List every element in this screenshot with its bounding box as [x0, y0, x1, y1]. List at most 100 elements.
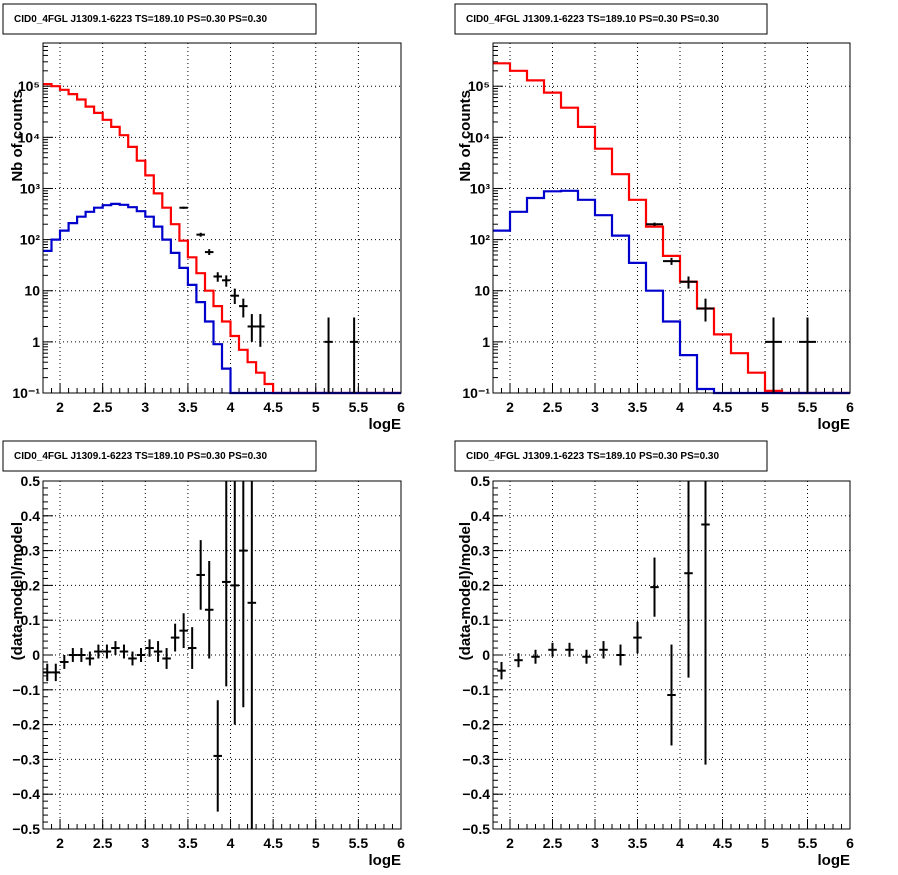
title-box	[454, 440, 768, 472]
data-point	[799, 317, 816, 393]
x-tick-label: 3.5	[628, 835, 648, 851]
data-point	[514, 653, 523, 668]
x-tick-label: 6	[397, 399, 405, 415]
data-point	[196, 232, 205, 237]
data-point	[145, 639, 154, 657]
data-point	[213, 272, 222, 282]
x-tick-label: 2	[506, 399, 514, 415]
source-model-histogram	[493, 189, 850, 395]
data-point	[324, 317, 333, 393]
data-point	[162, 648, 171, 669]
y-axis-label: Nb of counts	[457, 90, 474, 182]
data-point	[179, 613, 188, 649]
y-tick-label: 10³	[20, 180, 41, 196]
data-point	[51, 663, 61, 682]
y-tick-label: 10⁻¹	[462, 385, 490, 401]
total-model-histogram	[493, 62, 850, 395]
x-tick-label: 3.5	[178, 835, 198, 851]
data-point	[213, 700, 222, 812]
y-tick-label: 0.3	[471, 543, 491, 559]
tick-labels: 2 2.5 3 3.5 4 4.5 5 5.5 6 −0.5 −0.4 −0.3 −0.2 −0.1 0 0.…	[462, 473, 854, 851]
plot-frame	[492, 480, 851, 830]
y-tick-label: 0	[32, 647, 40, 663]
y-tick-label: −0.2	[12, 717, 40, 733]
data-point	[256, 314, 265, 347]
x-tick-label: 5.5	[349, 399, 369, 415]
data-point	[701, 481, 710, 765]
x-axis-label: logE	[818, 416, 851, 433]
data-point	[60, 655, 69, 669]
data-point	[128, 651, 137, 666]
data-point	[616, 644, 625, 666]
data-point	[247, 481, 257, 829]
data-point	[565, 642, 574, 657]
data-point	[247, 314, 257, 342]
grid-lines	[43, 43, 401, 393]
x-axis-label: logE	[818, 852, 851, 869]
data-point	[650, 557, 659, 617]
y-tick-label: 0.1	[471, 612, 491, 628]
y-tick-label: 0.4	[21, 508, 41, 524]
x-tick-label: 6	[846, 835, 854, 851]
data-point	[43, 663, 52, 682]
data-point	[77, 648, 86, 662]
y-tick-label: 10	[24, 283, 40, 299]
data-point	[153, 641, 163, 662]
y-tick-label: 0.1	[21, 612, 41, 628]
y-tick-label: −0.1	[462, 682, 490, 698]
x-tick-label: 4	[227, 835, 235, 851]
x-tick-label: 2.5	[93, 399, 113, 415]
data-point	[136, 648, 146, 662]
x-tick-label: 6	[846, 399, 854, 415]
data-point	[663, 257, 680, 265]
y-tick-label: −0.5	[462, 821, 490, 837]
tick-labels: 2 2.5 3 3.5 4 4.5 5 5.5 6 10⁻¹ 1 10 10² 10³ 10⁴ 10⁵	[462, 78, 854, 415]
residual-panel-bottom-left: CID0_4FGL J1309.1-6223 TS=189.10 PS=0.30…	[2, 440, 405, 869]
data-point	[222, 275, 231, 287]
y-tick-label: 0.5	[471, 473, 491, 489]
title-box	[2, 440, 317, 472]
data-point	[548, 642, 557, 657]
y-tick-label: −0.2	[462, 717, 490, 733]
y-tick-label: 10²	[470, 232, 491, 248]
y-tick-label: 10	[474, 283, 490, 299]
y-tick-label: 0	[482, 647, 490, 663]
data-point	[646, 222, 663, 226]
data-point	[204, 249, 214, 255]
x-tick-label: 5.5	[798, 399, 818, 415]
y-tick-label: 0.2	[21, 577, 41, 593]
grid-lines	[43, 481, 401, 829]
x-tick-label: 2.5	[543, 399, 563, 415]
y-tick-label: −0.4	[462, 786, 490, 802]
panel-title: CID0_4FGL J1309.1-6223 TS=189.10 PS=0.30…	[14, 14, 267, 25]
x-tick-label: 2.5	[543, 835, 563, 851]
x-tick-label: 4.5	[263, 399, 283, 415]
data-point	[667, 644, 676, 746]
panel-title: CID0_4FGL J1309.1-6223 TS=189.10 PS=0.30…	[466, 451, 719, 462]
y-tick-label: 0.3	[21, 543, 41, 559]
title-box	[2, 3, 317, 35]
y-tick-label: 10⁵	[18, 78, 40, 94]
data-point	[68, 648, 78, 662]
x-tick-label: 5	[761, 835, 769, 851]
data-point	[582, 649, 591, 664]
x-tick-label: 5.5	[349, 835, 369, 851]
x-axis-label: logE	[369, 852, 402, 869]
tick-marks	[42, 45, 402, 394]
y-tick-label: 0.2	[471, 577, 491, 593]
panel-title: CID0_4FGL J1309.1-6223 TS=189.10 PS=0.30…	[466, 14, 719, 25]
data-point	[239, 481, 248, 708]
plot-frame	[42, 42, 402, 394]
y-tick-label: −0.4	[12, 786, 40, 802]
x-tick-label: 3.5	[178, 399, 198, 415]
data-point	[222, 481, 231, 687]
panel-title: CID0_4FGL J1309.1-6223 TS=189.10 PS=0.30…	[14, 451, 267, 462]
data-point	[170, 623, 180, 652]
title-box	[454, 3, 768, 35]
data-points	[497, 481, 710, 765]
grid-lines	[493, 43, 850, 393]
x-tick-label: 5	[312, 835, 320, 851]
plot-frame	[492, 42, 851, 394]
x-tick-label: 2.5	[93, 835, 113, 851]
tick-labels: 2 2.5 3 3.5 4 4.5 5 5.5 6 −0.5 −0.4 −0.3 −0.2 −0.1 0 0.…	[12, 473, 405, 851]
